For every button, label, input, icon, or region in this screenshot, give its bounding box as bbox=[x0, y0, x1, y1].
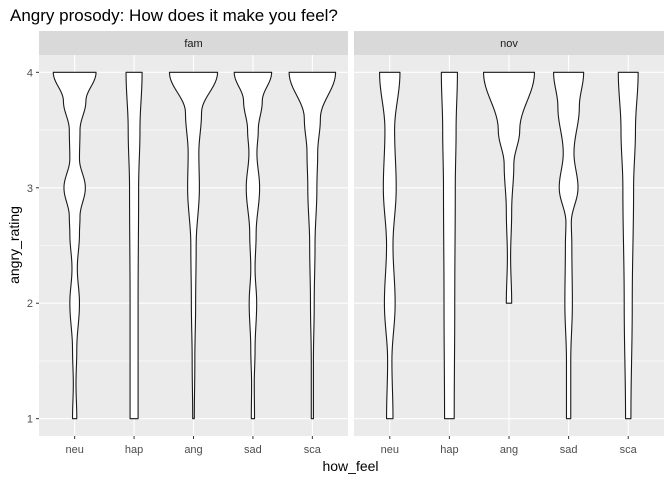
x-tick-label: sca bbox=[620, 444, 638, 456]
x-tick-label: neu bbox=[381, 444, 399, 456]
y-axis: 1 2 3 4 bbox=[27, 67, 39, 426]
violin-fam-sad bbox=[233, 71, 273, 420]
y-tick-label: 3 bbox=[27, 183, 33, 195]
chart-title: Angry prosody: How does it make you feel… bbox=[10, 6, 338, 25]
x-tick-label: ang bbox=[184, 444, 202, 456]
x-tick-label: hap bbox=[125, 444, 143, 456]
violin-nov-hap bbox=[440, 71, 458, 420]
violin-nov-neu bbox=[379, 71, 401, 420]
violin-nov-sca bbox=[617, 71, 639, 420]
violin-nov-sad bbox=[553, 71, 585, 420]
x-tick-label: sad bbox=[560, 444, 578, 456]
violin-fam-hap bbox=[125, 71, 143, 420]
y-tick-label: 4 bbox=[27, 67, 33, 79]
y-axis-label: angry_rating bbox=[6, 206, 22, 284]
x-tick-label: sca bbox=[304, 444, 322, 456]
facet-strip-label: nov bbox=[500, 38, 518, 50]
y-tick-label: 1 bbox=[27, 414, 33, 426]
facet-panel-nov: nov neu hap ang sad sca bbox=[354, 31, 664, 456]
facet-panels: fam neu hap ang sad sca nov neu hap ang sad sca bbox=[39, 31, 664, 456]
x-tick-label: ang bbox=[500, 444, 518, 456]
x-tick-label: neu bbox=[65, 444, 83, 456]
violin-fam-sca bbox=[288, 71, 337, 420]
x-tick-label: sad bbox=[244, 444, 262, 456]
x-tick-label: hap bbox=[440, 444, 458, 456]
violin-fam-neu bbox=[52, 71, 97, 420]
facet-panel-fam: fam neu hap ang sad sca bbox=[39, 31, 348, 456]
violin-nov-ang bbox=[482, 71, 536, 304]
facet-strip bbox=[354, 31, 664, 55]
facet-strip bbox=[39, 31, 348, 55]
y-tick-label: 2 bbox=[27, 298, 33, 310]
violin-fam-ang bbox=[168, 71, 219, 420]
x-axis-label: how_feel bbox=[322, 458, 378, 474]
facet-strip-label: fam bbox=[184, 38, 202, 50]
